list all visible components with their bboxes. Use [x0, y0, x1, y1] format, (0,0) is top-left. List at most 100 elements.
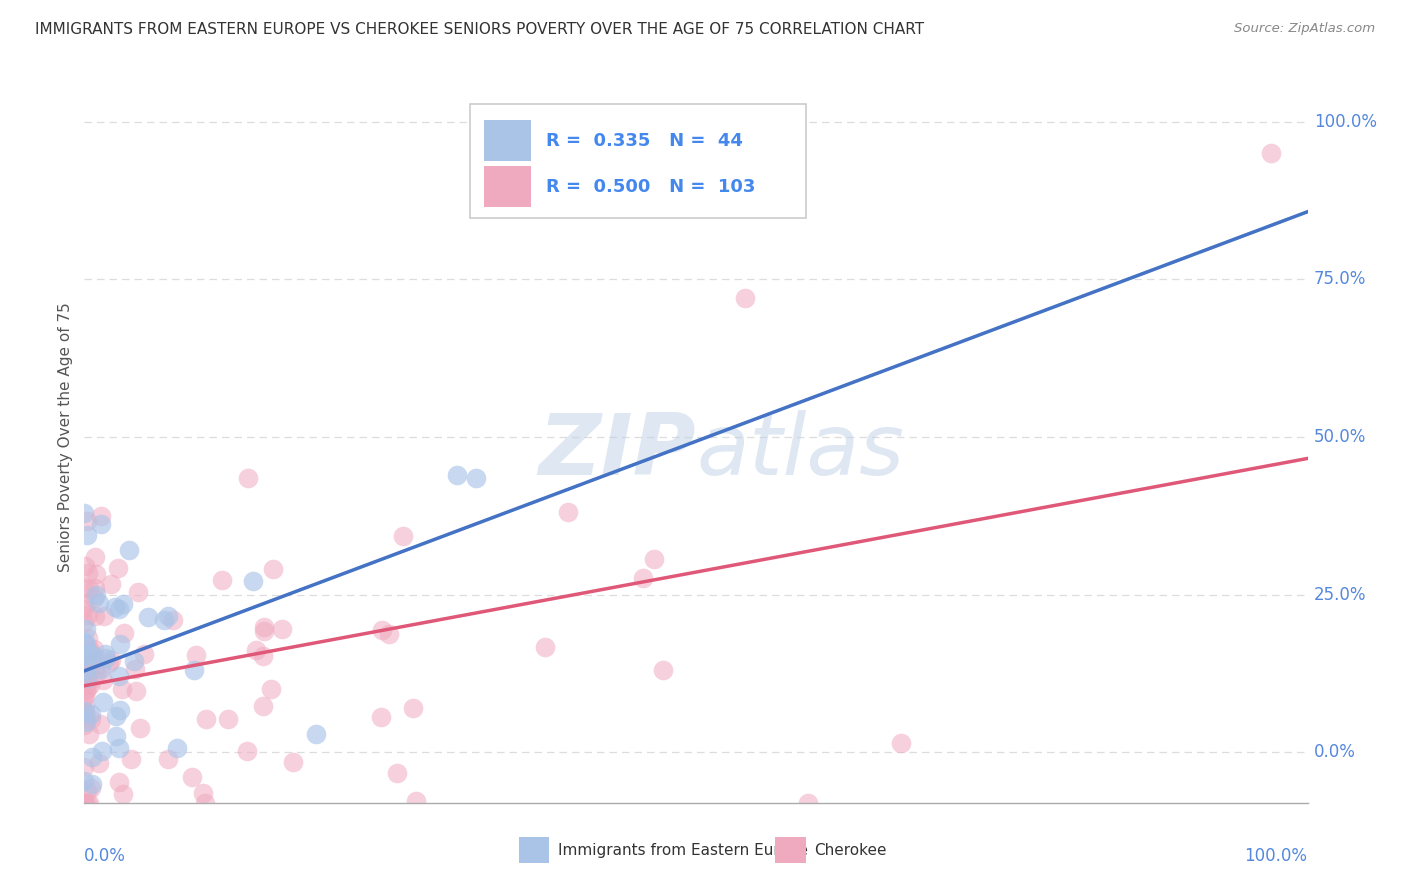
Point [124, 662, 146, 676]
Point [79, 726, 101, 740]
Point [94, 651, 117, 665]
Point [76, 514, 98, 528]
Point [73, 704, 96, 718]
Point [100, 577, 122, 591]
Point [734, 291, 756, 305]
Point [156, 751, 179, 765]
Point [402, 701, 425, 715]
Point [195, 712, 218, 726]
Point [446, 467, 468, 482]
FancyBboxPatch shape [470, 104, 806, 218]
Point [371, 623, 394, 637]
Point [82, 777, 104, 791]
Point [108, 601, 131, 615]
Point [75, 646, 97, 660]
Point [73, 635, 96, 649]
Point [108, 775, 131, 789]
Point [108, 637, 131, 651]
Text: 100.0%: 100.0% [1244, 847, 1308, 864]
Point [84, 661, 107, 675]
Point [80, 706, 103, 721]
Point [181, 770, 204, 784]
Point [75, 622, 97, 636]
Point [76, 566, 98, 581]
Point [77, 644, 100, 658]
Point [73, 637, 96, 651]
Text: R =  0.500   N =  103: R = 0.500 N = 103 [546, 178, 755, 196]
Point [80, 648, 103, 662]
FancyBboxPatch shape [519, 838, 550, 863]
Point [890, 736, 912, 750]
Point [108, 703, 131, 717]
Text: 75.0%: 75.0% [1313, 270, 1367, 288]
Point [633, 571, 655, 585]
Point [271, 622, 294, 636]
Point [183, 663, 205, 677]
Point [77, 608, 100, 623]
Point [242, 574, 264, 588]
Point [83, 591, 105, 606]
Point [211, 574, 233, 588]
Point [534, 640, 557, 655]
Point [128, 721, 150, 735]
Point [80, 780, 103, 795]
Point [127, 584, 149, 599]
Point [75, 669, 97, 683]
Point [117, 542, 139, 557]
Point [79, 582, 101, 596]
Point [79, 796, 101, 810]
Point [405, 794, 427, 808]
Point [93, 609, 115, 624]
Point [97, 656, 120, 670]
Point [262, 562, 284, 576]
Point [643, 552, 665, 566]
Point [83, 581, 105, 595]
Point [112, 626, 135, 640]
Point [153, 614, 176, 628]
Point [90, 508, 112, 523]
Point [84, 550, 107, 565]
Point [217, 712, 239, 726]
Point [73, 506, 96, 520]
Point [120, 751, 142, 765]
Point [89, 717, 111, 731]
Point [122, 655, 145, 669]
Y-axis label: Seniors Poverty Over the Age of 75: Seniors Poverty Over the Age of 75 [58, 302, 73, 572]
Point [83, 642, 105, 657]
Point [134, 648, 156, 662]
Point [370, 710, 392, 724]
Point [245, 643, 267, 657]
Text: atlas: atlas [696, 410, 904, 493]
Point [107, 669, 129, 683]
Point [75, 682, 97, 697]
Point [557, 505, 579, 519]
Point [75, 663, 97, 677]
Point [236, 744, 259, 758]
Point [252, 649, 274, 664]
Point [73, 581, 96, 595]
Point [93, 695, 115, 709]
Point [73, 760, 96, 774]
Point [79, 678, 101, 692]
Point [112, 787, 135, 801]
Point [89, 596, 111, 610]
Point [138, 610, 160, 624]
Point [281, 756, 304, 770]
Point [75, 709, 97, 723]
Text: IMMIGRANTS FROM EASTERN EUROPE VS CHEROKEE SENIORS POVERTY OVER THE AGE OF 75 CO: IMMIGRANTS FROM EASTERN EUROPE VS CHEROK… [35, 22, 924, 37]
Point [156, 608, 179, 623]
Point [186, 648, 208, 663]
Point [90, 744, 112, 758]
Text: ZIP: ZIP [538, 410, 696, 493]
Point [253, 620, 276, 634]
Point [100, 652, 122, 666]
Point [166, 741, 188, 756]
Point [84, 667, 107, 681]
Point [84, 567, 107, 582]
Point [83, 649, 105, 664]
Text: Source: ZipAtlas.com: Source: ZipAtlas.com [1234, 22, 1375, 36]
Point [464, 471, 486, 485]
Text: Cherokee: Cherokee [814, 843, 887, 858]
Point [73, 796, 96, 810]
Text: 0.0%: 0.0% [1313, 743, 1355, 762]
